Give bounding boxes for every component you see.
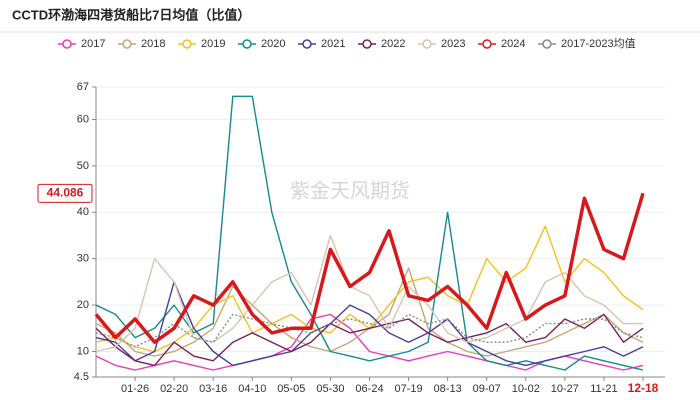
x-tick-label: 10-02 [512, 383, 540, 395]
legend-swatch-dot [62, 39, 72, 49]
x-tick-label: 05-30 [316, 383, 344, 395]
y-tick-label: 50 [77, 160, 89, 172]
legend-swatch-dot [242, 39, 252, 49]
x-tick-label: 12-18 [628, 381, 659, 395]
x-tick-label: 08-13 [434, 383, 462, 395]
series-line [95, 281, 644, 367]
y-marker-label: 44.086 [47, 185, 84, 199]
x-tick-label: 10-27 [551, 383, 579, 395]
y-tick-label: 10 [77, 345, 89, 357]
legend-label: 2024 [501, 38, 525, 50]
x-tick-label: 09-07 [473, 383, 501, 395]
x-tick-label: 02-20 [160, 383, 188, 395]
legend-label: 2019 [201, 38, 225, 50]
legend-label: 2023 [441, 38, 465, 50]
x-tick-label: 03-16 [199, 383, 227, 395]
legend-swatch-dot [542, 39, 552, 49]
legend-swatch-dot [122, 39, 132, 49]
legend-label: 2017-2023均值 [561, 37, 636, 50]
x-tick-label: 05-05 [277, 383, 305, 395]
series-line [95, 313, 644, 367]
series-line [95, 95, 644, 371]
legend-label: 2018 [141, 38, 165, 50]
y-tick-label: 40 [77, 206, 89, 218]
legend-swatch-dot [422, 39, 432, 49]
chart-title: CCTD环渤海四港货船比7日均值（比值） [12, 7, 250, 22]
series-line [94, 192, 645, 344]
series-line [95, 234, 643, 353]
x-tick-label: 06-24 [355, 383, 383, 395]
y-tick-label: 30 [77, 253, 89, 265]
y-tick-label: 20 [77, 299, 89, 311]
legend-swatch-dot [362, 39, 372, 49]
y-tick-label: 67 [77, 81, 89, 93]
legend-label: 2017 [81, 38, 105, 50]
x-tick-label: 01-26 [121, 383, 149, 395]
legend-swatch-dot [302, 39, 312, 49]
legend-swatch-dot [482, 39, 492, 49]
legend-swatch-dot [182, 39, 192, 49]
watermark: 紫金天风期货 [290, 179, 410, 202]
x-tick-label: 04-10 [238, 383, 266, 395]
y-marker-box [37, 183, 93, 203]
legend-label: 2020 [261, 38, 285, 50]
y-tick-label: 4.5 [74, 371, 89, 383]
y-tick-label: 60 [77, 113, 89, 125]
legend-label: 2021 [321, 38, 345, 50]
x-tick-label: 11-21 [590, 383, 617, 395]
legend-label: 2022 [381, 38, 405, 50]
x-tick-label: 07-19 [395, 383, 423, 395]
